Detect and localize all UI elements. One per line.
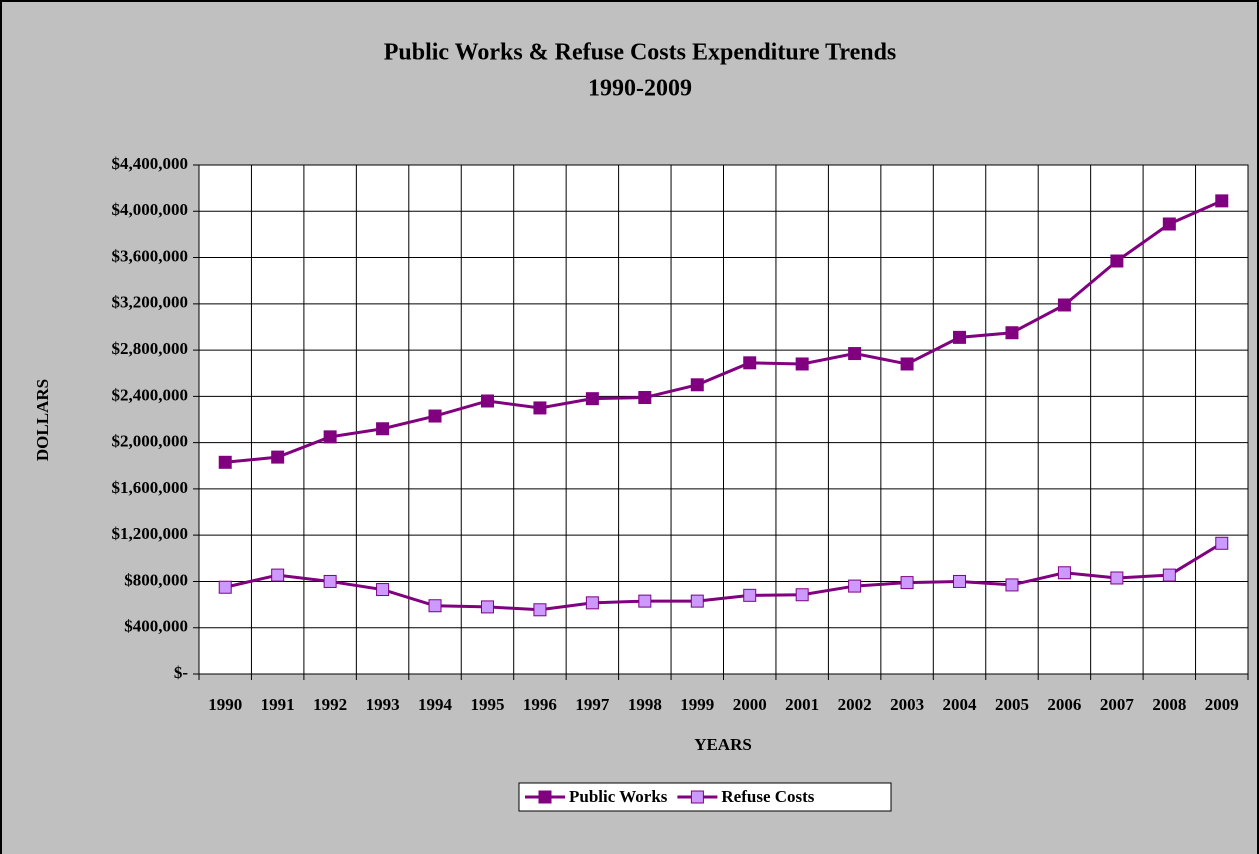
marker <box>1110 254 1124 268</box>
chart-title: Public Works & Refuse Costs Expenditure … <box>384 40 897 66</box>
x-tick-label: 2005 <box>995 695 1029 714</box>
marker <box>1005 326 1019 340</box>
marker <box>533 603 547 617</box>
series-line <box>225 199 1223 464</box>
marker <box>533 401 547 415</box>
x-tick-label: 2004 <box>943 695 978 714</box>
marker <box>953 330 967 344</box>
marker <box>218 455 232 469</box>
chart-subtitle: 1990-2009 <box>588 76 692 102</box>
y-tick-label: $- <box>174 663 189 682</box>
marker <box>848 579 862 593</box>
marker <box>428 599 442 613</box>
x-tick-label: 2000 <box>733 695 767 714</box>
y-tick-label: $1,600,000 <box>112 478 189 497</box>
marker <box>743 588 757 602</box>
x-tick-label: 1993 <box>366 695 400 714</box>
y-tick-label: $400,000 <box>124 617 188 636</box>
x-tick-label: 1992 <box>313 695 347 714</box>
marker <box>1110 571 1124 585</box>
y-tick-label: $2,400,000 <box>112 385 189 404</box>
marker <box>480 600 494 614</box>
y-tick-label: $3,200,000 <box>112 293 189 312</box>
y-tick-label: $1,200,000 <box>112 524 189 543</box>
marker <box>638 391 652 405</box>
x-tick-label: 1991 <box>261 695 295 714</box>
marker <box>690 378 704 392</box>
x-tick-label: 2001 <box>785 695 819 714</box>
legend-label: Refuse Costs <box>721 787 814 806</box>
series-line <box>224 541 1223 612</box>
x-tick-label: 2008 <box>1152 695 1186 714</box>
y-axis-label: DOLLARS <box>33 379 52 461</box>
marker <box>1005 578 1019 592</box>
y-tick-label: $4,400,000 <box>112 154 189 173</box>
marker <box>743 356 757 370</box>
marker <box>428 409 442 423</box>
x-tick-label: 2002 <box>838 695 872 714</box>
x-tick-label: 2006 <box>1047 695 1081 714</box>
marker <box>953 574 967 588</box>
x-tick-label: 1997 <box>575 695 610 714</box>
x-tick-label: 2009 <box>1205 695 1239 714</box>
x-tick-label: 2003 <box>890 695 924 714</box>
marker <box>1057 566 1071 580</box>
y-tick-label: $3,600,000 <box>112 246 189 265</box>
marker <box>1162 568 1176 582</box>
marker <box>585 596 599 610</box>
marker <box>376 583 390 597</box>
y-tick-label: $800,000 <box>124 570 188 589</box>
x-tick-label: 1994 <box>418 695 453 714</box>
x-axis-label: YEARS <box>694 735 752 754</box>
x-tick-label: 1998 <box>628 695 662 714</box>
x-tick-label: 1990 <box>208 695 242 714</box>
marker <box>271 568 285 582</box>
marker <box>323 574 337 588</box>
marker <box>218 580 232 594</box>
marker <box>900 357 914 371</box>
legend-label: Public Works <box>569 787 668 806</box>
y-tick-label: $4,000,000 <box>112 200 189 219</box>
marker <box>795 588 809 602</box>
marker <box>1162 217 1176 231</box>
marker <box>1057 298 1071 312</box>
marker <box>480 394 494 408</box>
marker <box>323 430 337 444</box>
marker <box>1215 536 1229 550</box>
legend-marker <box>690 790 704 804</box>
marker <box>638 594 652 608</box>
marker <box>271 450 285 464</box>
y-tick-label: $2,000,000 <box>112 432 189 451</box>
x-tick-label: 2007 <box>1100 695 1135 714</box>
x-tick-label: 1996 <box>523 695 557 714</box>
marker <box>900 576 914 590</box>
legend-marker <box>538 790 552 804</box>
y-tick-label: $2,800,000 <box>112 339 189 358</box>
marker <box>1215 194 1229 208</box>
marker <box>795 357 809 371</box>
x-tick-label: 1995 <box>470 695 504 714</box>
marker <box>848 347 862 361</box>
plot-border <box>198 164 1249 675</box>
marker <box>376 422 390 436</box>
marker <box>690 594 704 608</box>
marker <box>585 392 599 406</box>
x-tick-label: 1999 <box>680 695 714 714</box>
